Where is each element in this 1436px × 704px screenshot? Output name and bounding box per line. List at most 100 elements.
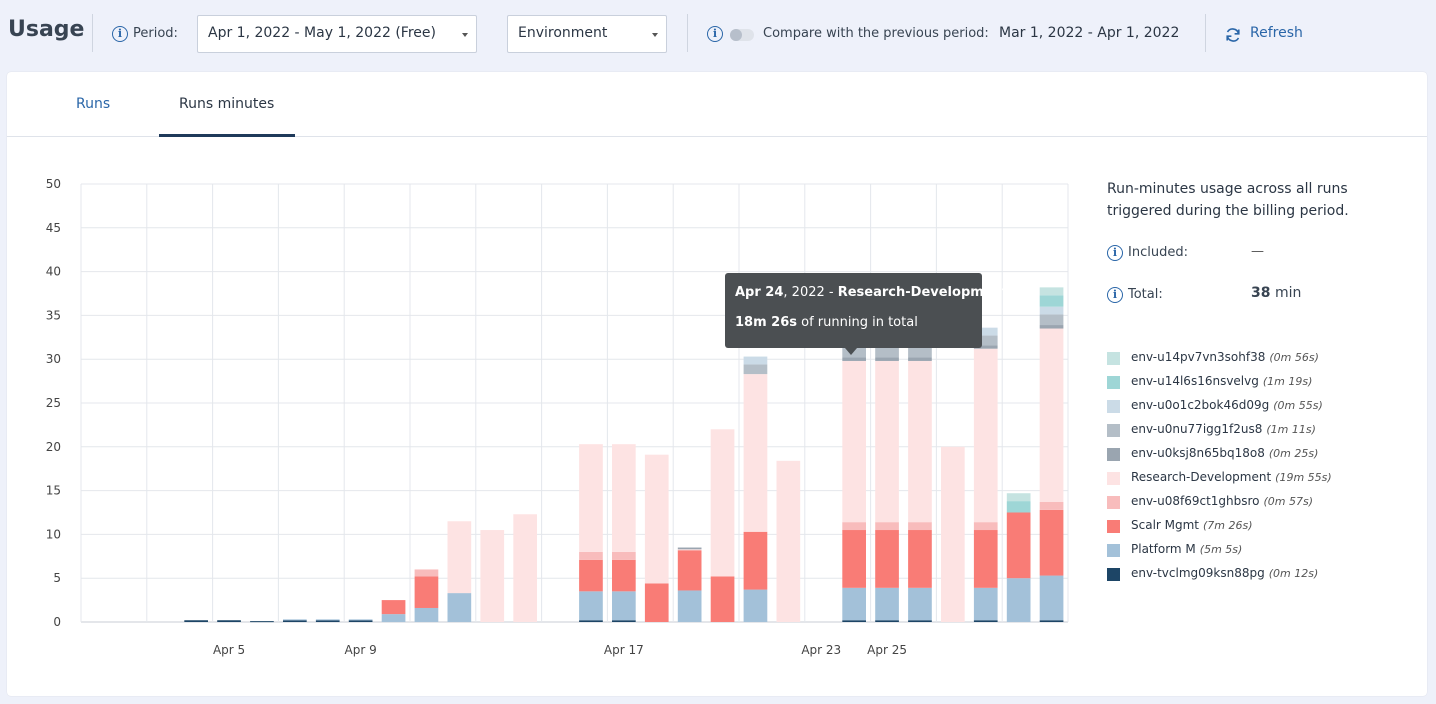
tooltip-title: Apr 24, 2022 - Research-Development	[735, 285, 1008, 300]
legend-duration: (1m 19s)	[1262, 375, 1313, 388]
y-tick-label: 15	[46, 484, 61, 498]
tooltip-value: 18m 26s	[735, 315, 797, 330]
chart-tooltip: Apr 24, 2022 - Research-Development 18m …	[725, 273, 1008, 355]
bar-segment	[875, 522, 899, 531]
tooltip-arrow	[845, 348, 857, 355]
bar-segment	[710, 576, 735, 622]
legend-label: env-u0nu77igg1f2us8 (1m 11s)	[1131, 422, 1316, 436]
compare-period-value: Mar 1, 2022 - Apr 1, 2022	[999, 25, 1180, 41]
bar-segment	[973, 530, 998, 588]
bar-segment	[1039, 501, 1064, 510]
bar-segment	[973, 327, 998, 336]
included-label: Included:	[1128, 245, 1188, 260]
bar-segment	[973, 587, 998, 621]
bar-segment	[908, 620, 932, 622]
bar-segment	[677, 550, 702, 591]
y-tick-label: 10	[46, 527, 61, 541]
bar-segment	[908, 587, 932, 621]
y-tick-label: 45	[46, 221, 61, 235]
bar-segment	[875, 530, 899, 588]
legend-swatch	[1107, 376, 1120, 389]
info-icon[interactable]: i	[1107, 245, 1123, 261]
x-tick-label: Apr 25	[867, 643, 907, 657]
legend-label: Platform M (5m 5s)	[1131, 542, 1243, 556]
divider	[92, 14, 93, 52]
bar-segment	[1039, 306, 1064, 315]
legend-duration: (19m 55s)	[1275, 471, 1332, 484]
info-icon[interactable]: i	[112, 26, 128, 42]
bar-segment	[908, 530, 932, 588]
bar-segment	[414, 576, 439, 608]
legend-duration: (7m 26s)	[1203, 519, 1253, 532]
divider	[687, 14, 688, 52]
total-value: 38	[1251, 285, 1271, 301]
bar-segment	[513, 514, 537, 622]
divider	[1205, 14, 1206, 52]
bar-segment	[743, 364, 768, 375]
period-label: Period:	[133, 26, 178, 41]
legend-duration: (0m 57s)	[1263, 495, 1314, 508]
bar-segment	[1006, 501, 1031, 513]
total-value-group: 38 min	[1251, 285, 1301, 301]
bar-segment	[908, 357, 932, 361]
bar-segment	[283, 620, 307, 622]
tab-runs[interactable]: Runs	[76, 96, 111, 112]
bar-segment	[217, 620, 241, 622]
legend-label: Scalr Mgmt (7m 26s)	[1131, 518, 1253, 532]
bar-segment	[875, 587, 899, 621]
bar-segment	[1039, 328, 1064, 502]
tooltip-series: Research-Development	[837, 285, 1009, 300]
tooltip-year: , 2022	[783, 285, 825, 300]
legend-duration: (0m 55s)	[1273, 399, 1323, 412]
bar-segment	[612, 591, 636, 621]
bar-segment	[381, 600, 406, 615]
bar-segment	[644, 454, 669, 584]
tab-runs-minutes[interactable]: Runs minutes	[179, 96, 275, 112]
bar-segment	[480, 530, 505, 622]
bar-segment	[776, 460, 801, 622]
bar-segment	[710, 429, 735, 577]
legend-swatch	[1107, 496, 1120, 509]
legend-duration: (5m 5s)	[1199, 543, 1243, 556]
bar-segment	[908, 522, 932, 531]
bar-segment	[875, 347, 899, 358]
top-toolbar: Usage i Period: Apr 1, 2022 - May 1, 202…	[0, 0, 1436, 68]
group-by-select[interactable]: Environment	[507, 15, 667, 53]
bar-segment	[579, 620, 603, 622]
bar-segment	[184, 620, 208, 622]
bar-segment	[414, 569, 439, 577]
bar-segment	[842, 620, 866, 622]
legend-swatch	[1107, 424, 1120, 437]
bar-segment	[677, 547, 702, 550]
tab-bar: Runs Runs minutes	[7, 72, 1427, 137]
bar-segment	[677, 590, 702, 622]
y-tick-label: 40	[46, 265, 61, 279]
legend-swatch	[1107, 568, 1120, 581]
bar-segment	[743, 589, 768, 622]
legend-swatch	[1107, 544, 1120, 557]
bar-segment	[941, 446, 965, 622]
legend-duration: (1m 11s)	[1266, 423, 1316, 436]
bar-segment	[677, 549, 702, 551]
bar-segment	[414, 607, 439, 622]
period-select[interactable]: Apr 1, 2022 - May 1, 2022 (Free)	[197, 15, 477, 53]
tooltip-date: Apr 24	[735, 285, 784, 300]
toggle-knob	[730, 29, 742, 41]
info-icon[interactable]: i	[707, 26, 723, 42]
page-title: Usage	[8, 17, 85, 42]
compare-toggle[interactable]	[730, 29, 754, 41]
bar-segment	[612, 551, 636, 560]
bar-segment	[875, 357, 899, 361]
total-unit: min	[1274, 285, 1302, 301]
y-tick-label: 25	[46, 396, 61, 410]
bar-segment	[842, 360, 866, 523]
bar-segment	[1039, 287, 1064, 296]
bar-segment	[973, 522, 998, 531]
bar-segment	[579, 559, 603, 592]
bar-segment	[447, 593, 472, 622]
bar-segment	[1006, 578, 1031, 622]
bar-segment	[1039, 325, 1064, 329]
tooltip-separator: -	[824, 285, 838, 300]
info-icon[interactable]: i	[1107, 287, 1123, 303]
